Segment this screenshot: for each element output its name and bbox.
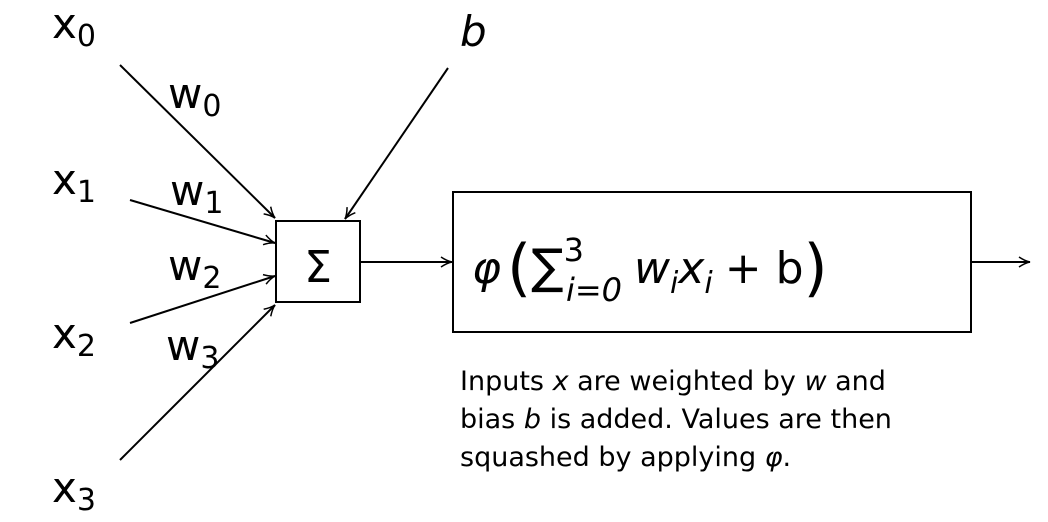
text-part: are weighted by: [569, 366, 805, 397]
edge-x3: [119, 304, 276, 461]
text-part: i: [670, 266, 679, 301]
text-part: 2: [202, 261, 221, 296]
bias-label: b: [460, 7, 487, 56]
text-part: φ: [765, 442, 783, 473]
caption-line: bias b is added. Values are then: [460, 404, 892, 435]
edge-x2: [129, 273, 276, 324]
edge-x1: [129, 199, 276, 246]
weight-label: w2: [168, 241, 221, 296]
text-part: w: [168, 241, 202, 290]
text-part: w: [170, 166, 204, 215]
text-part: w: [168, 69, 202, 118]
input-label: x2: [52, 309, 96, 364]
input-label: x1: [52, 155, 96, 210]
text-part: x: [52, 0, 77, 48]
text-part: 2: [77, 329, 96, 364]
text-part: x: [52, 155, 77, 204]
text-part: x: [676, 243, 705, 294]
weight-label: w3: [166, 321, 219, 376]
text-part: b: [524, 404, 541, 435]
caption-line: squashed by applying φ.: [460, 442, 791, 473]
edge-x0: [119, 64, 276, 219]
text-part: x: [52, 309, 77, 358]
text-part: i: [704, 266, 713, 301]
input-label: x0: [52, 0, 96, 54]
caption-line: Inputs x are weighted by w and: [460, 366, 886, 397]
text-part: x: [552, 366, 570, 397]
text-part: 3: [564, 231, 584, 269]
text-part: w: [166, 321, 200, 370]
text-part: ∑: [531, 239, 563, 295]
text-part: ): [804, 231, 828, 304]
text-part: + b: [725, 243, 804, 294]
text-part: 3: [200, 341, 219, 376]
text-part: 1: [77, 175, 96, 210]
text-part: and: [827, 366, 886, 397]
text-part: Inputs: [460, 366, 553, 397]
text-part: (: [507, 231, 531, 304]
activation-formula: φ(∑3 i=0 wixi + b): [472, 231, 828, 309]
sum-symbol: Σ: [304, 242, 332, 293]
input-label: x3: [52, 463, 96, 518]
text-part: w: [634, 243, 671, 294]
text-part: w: [804, 366, 827, 397]
text-part: 0: [77, 19, 96, 54]
text-part: x: [52, 463, 77, 512]
weight-label: w1: [170, 166, 223, 221]
text-part: 3: [77, 483, 96, 518]
text-part: 1: [204, 186, 223, 221]
text-part: squashed by applying: [460, 442, 765, 473]
text-part: φ: [472, 243, 501, 294]
text-part: 0: [202, 89, 221, 124]
text-part: bias: [460, 404, 524, 435]
text-part: .: [783, 442, 792, 473]
text-part: i=0: [566, 271, 622, 309]
text-part: is added. Values are then: [541, 404, 892, 435]
weight-label: w0: [168, 69, 221, 124]
edge-bias: [344, 67, 449, 220]
